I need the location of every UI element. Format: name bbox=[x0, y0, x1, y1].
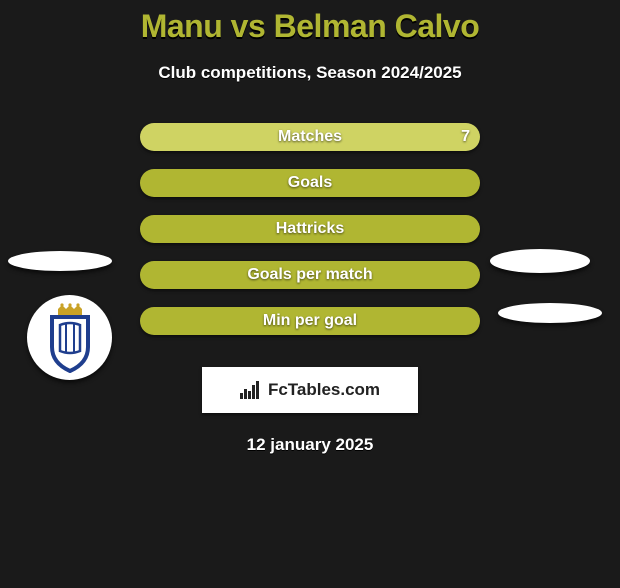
stat-label: Min per goal bbox=[140, 307, 480, 335]
page-title: Manu vs Belman Calvo bbox=[0, 8, 620, 45]
stat-bar-goals: Goals bbox=[140, 169, 480, 197]
stat-value-right: 7 bbox=[461, 123, 470, 151]
page-subtitle: Club competitions, Season 2024/2025 bbox=[0, 63, 620, 83]
branding-text: FcTables.com bbox=[268, 380, 380, 400]
stat-bar-gpm: Goals per match bbox=[140, 261, 480, 289]
stat-label: Matches bbox=[140, 123, 480, 151]
stat-bar-hattricks: Hattricks bbox=[140, 215, 480, 243]
stat-row-gpm: Goals per match bbox=[0, 261, 620, 307]
stat-bar-matches: Matches7 bbox=[140, 123, 480, 151]
snapshot-date: 12 january 2025 bbox=[0, 435, 620, 455]
stat-row-hattricks: Hattricks bbox=[0, 215, 620, 261]
stat-bar-mpg: Min per goal bbox=[140, 307, 480, 335]
stat-row-matches: Matches7 bbox=[0, 123, 620, 169]
stat-label: Hattricks bbox=[140, 215, 480, 243]
branding-box: FcTables.com bbox=[202, 367, 418, 413]
stat-row-mpg: Min per goal bbox=[0, 307, 620, 353]
comparison-chart: Matches7 Goals Hattricks Goals per match Min… bbox=[0, 123, 620, 353]
stat-label: Goals bbox=[140, 169, 480, 197]
stat-label: Goals per match bbox=[140, 261, 480, 289]
bars-icon bbox=[240, 381, 262, 399]
stat-row-goals: Goals bbox=[0, 169, 620, 215]
